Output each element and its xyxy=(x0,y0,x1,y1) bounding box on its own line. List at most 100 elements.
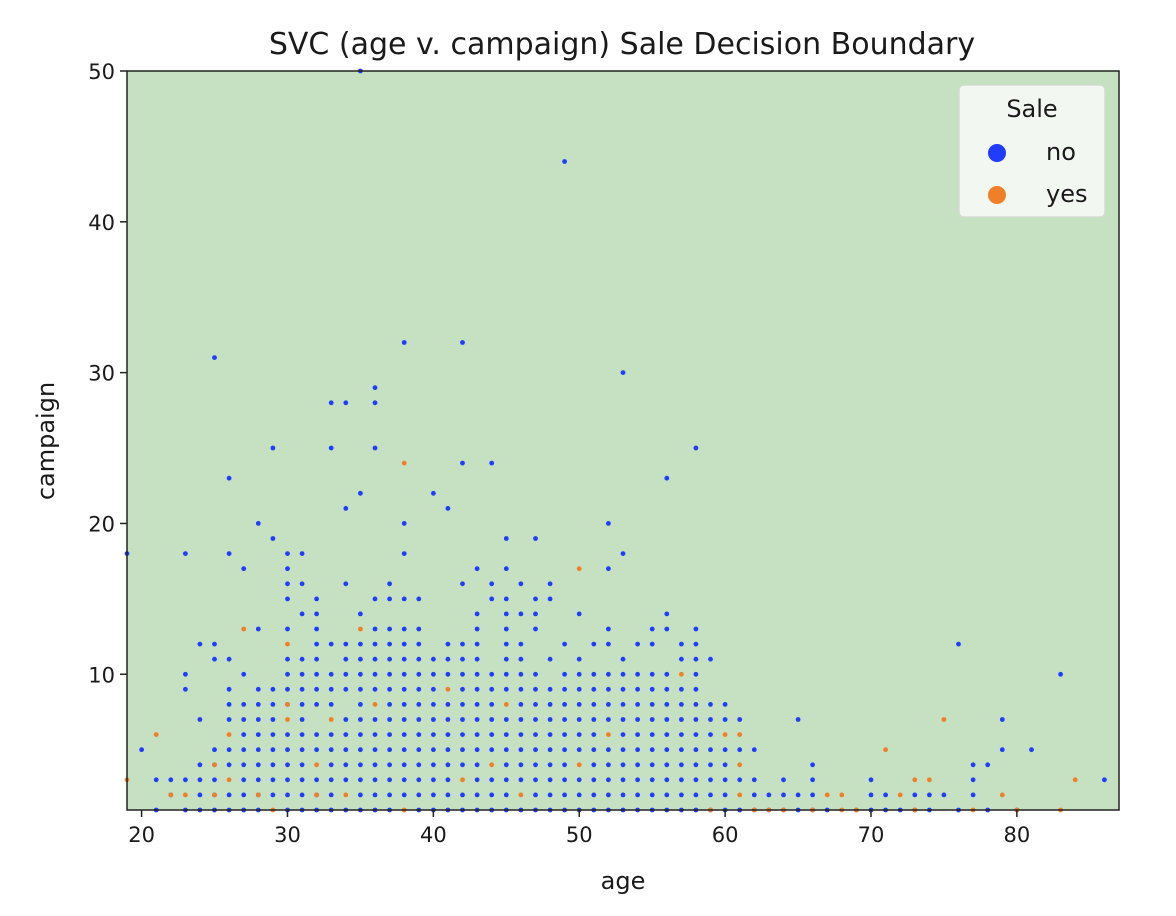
data-point-no xyxy=(722,702,728,707)
data-point-no xyxy=(693,762,699,768)
data-point-no xyxy=(358,686,363,692)
data-point-no xyxy=(795,717,801,722)
data-point-no xyxy=(183,671,188,677)
data-point-no xyxy=(518,702,524,707)
data-point-no xyxy=(285,551,290,556)
data-point-no xyxy=(255,732,261,737)
data-point-no xyxy=(533,777,538,783)
data-point-no xyxy=(431,732,436,737)
data-point-no xyxy=(255,626,261,632)
data-point-no xyxy=(591,717,597,722)
x-tick-label: 60 xyxy=(712,823,739,847)
data-point-no xyxy=(503,566,509,572)
data-point-no xyxy=(270,792,276,798)
data-point-no xyxy=(460,702,465,707)
data-point-yes xyxy=(722,732,728,737)
data-point-no xyxy=(474,641,480,647)
data-point-no xyxy=(693,445,699,451)
data-point-no xyxy=(518,732,524,737)
data-point-no xyxy=(401,717,407,722)
data-point-no xyxy=(664,747,670,753)
data-point-no xyxy=(183,551,188,556)
data-point-no xyxy=(518,747,524,753)
data-point-no xyxy=(576,777,582,783)
data-point-no xyxy=(868,777,874,783)
data-point-no xyxy=(576,656,582,662)
data-point-no xyxy=(679,777,684,783)
data-point-no xyxy=(751,792,757,798)
data-point-no xyxy=(241,702,247,707)
data-point-no xyxy=(343,671,349,677)
data-point-no xyxy=(372,792,378,798)
data-point-no xyxy=(489,792,495,798)
data-point-yes xyxy=(737,762,743,768)
data-point-no xyxy=(299,551,305,556)
data-point-no xyxy=(387,717,392,722)
data-point-no xyxy=(416,641,422,647)
data-point-no xyxy=(270,536,276,541)
data-point-no xyxy=(460,762,465,768)
data-point-no xyxy=(460,717,465,722)
data-point-no xyxy=(693,747,699,753)
data-point-no xyxy=(518,762,524,768)
data-point-no xyxy=(635,686,640,692)
data-point-yes xyxy=(226,732,232,737)
data-point-no xyxy=(285,566,290,572)
data-point-no xyxy=(387,702,392,707)
data-point-no xyxy=(664,777,670,783)
data-point-no xyxy=(343,641,349,647)
data-point-no xyxy=(285,747,290,753)
data-point-yes xyxy=(212,762,217,768)
data-point-no xyxy=(372,747,378,753)
data-point-no xyxy=(737,747,743,753)
data-point-no xyxy=(620,551,626,556)
data-point-no xyxy=(664,732,670,737)
data-point-no xyxy=(1029,747,1034,753)
data-point-no xyxy=(679,717,684,722)
legend-title: Sale xyxy=(1006,95,1057,123)
data-point-no xyxy=(241,762,247,768)
data-point-no xyxy=(620,686,626,692)
data-point-no xyxy=(708,762,713,768)
data-point-no xyxy=(387,626,392,632)
data-point-no xyxy=(722,717,728,722)
data-point-no xyxy=(503,732,509,737)
data-point-no xyxy=(226,717,232,722)
data-point-no xyxy=(547,717,553,722)
data-point-no xyxy=(474,671,480,677)
data-point-no xyxy=(431,762,436,768)
data-point-no xyxy=(562,686,567,692)
x-tick-label: 80 xyxy=(1004,823,1031,847)
data-point-no xyxy=(591,762,597,768)
legend-label-no: no xyxy=(1046,138,1076,166)
data-point-no xyxy=(547,686,553,692)
data-point-no xyxy=(620,656,626,662)
data-point-no xyxy=(212,355,217,360)
data-point-no xyxy=(285,656,290,662)
data-point-no xyxy=(445,717,451,722)
data-point-no xyxy=(328,445,334,451)
data-point-no xyxy=(576,717,582,722)
data-point-no xyxy=(751,777,757,783)
data-point-no xyxy=(474,717,480,722)
data-point-no xyxy=(503,641,509,647)
data-point-no xyxy=(416,626,422,632)
data-point-no xyxy=(503,596,509,602)
data-point-no xyxy=(183,686,188,692)
data-point-no xyxy=(343,732,349,737)
data-point-no xyxy=(620,777,626,783)
data-point-no xyxy=(358,641,363,647)
data-point-no xyxy=(503,626,509,632)
data-point-no xyxy=(489,777,495,783)
data-point-no xyxy=(358,717,363,722)
data-point-no xyxy=(708,732,713,737)
data-point-no xyxy=(606,762,611,768)
data-point-no xyxy=(679,686,684,692)
data-point-no xyxy=(401,686,407,692)
data-point-no xyxy=(1102,777,1107,783)
data-point-no xyxy=(810,777,815,783)
data-point-no xyxy=(562,777,567,783)
data-point-no xyxy=(649,641,655,647)
data-point-no xyxy=(285,671,290,677)
data-point-no xyxy=(401,641,407,647)
